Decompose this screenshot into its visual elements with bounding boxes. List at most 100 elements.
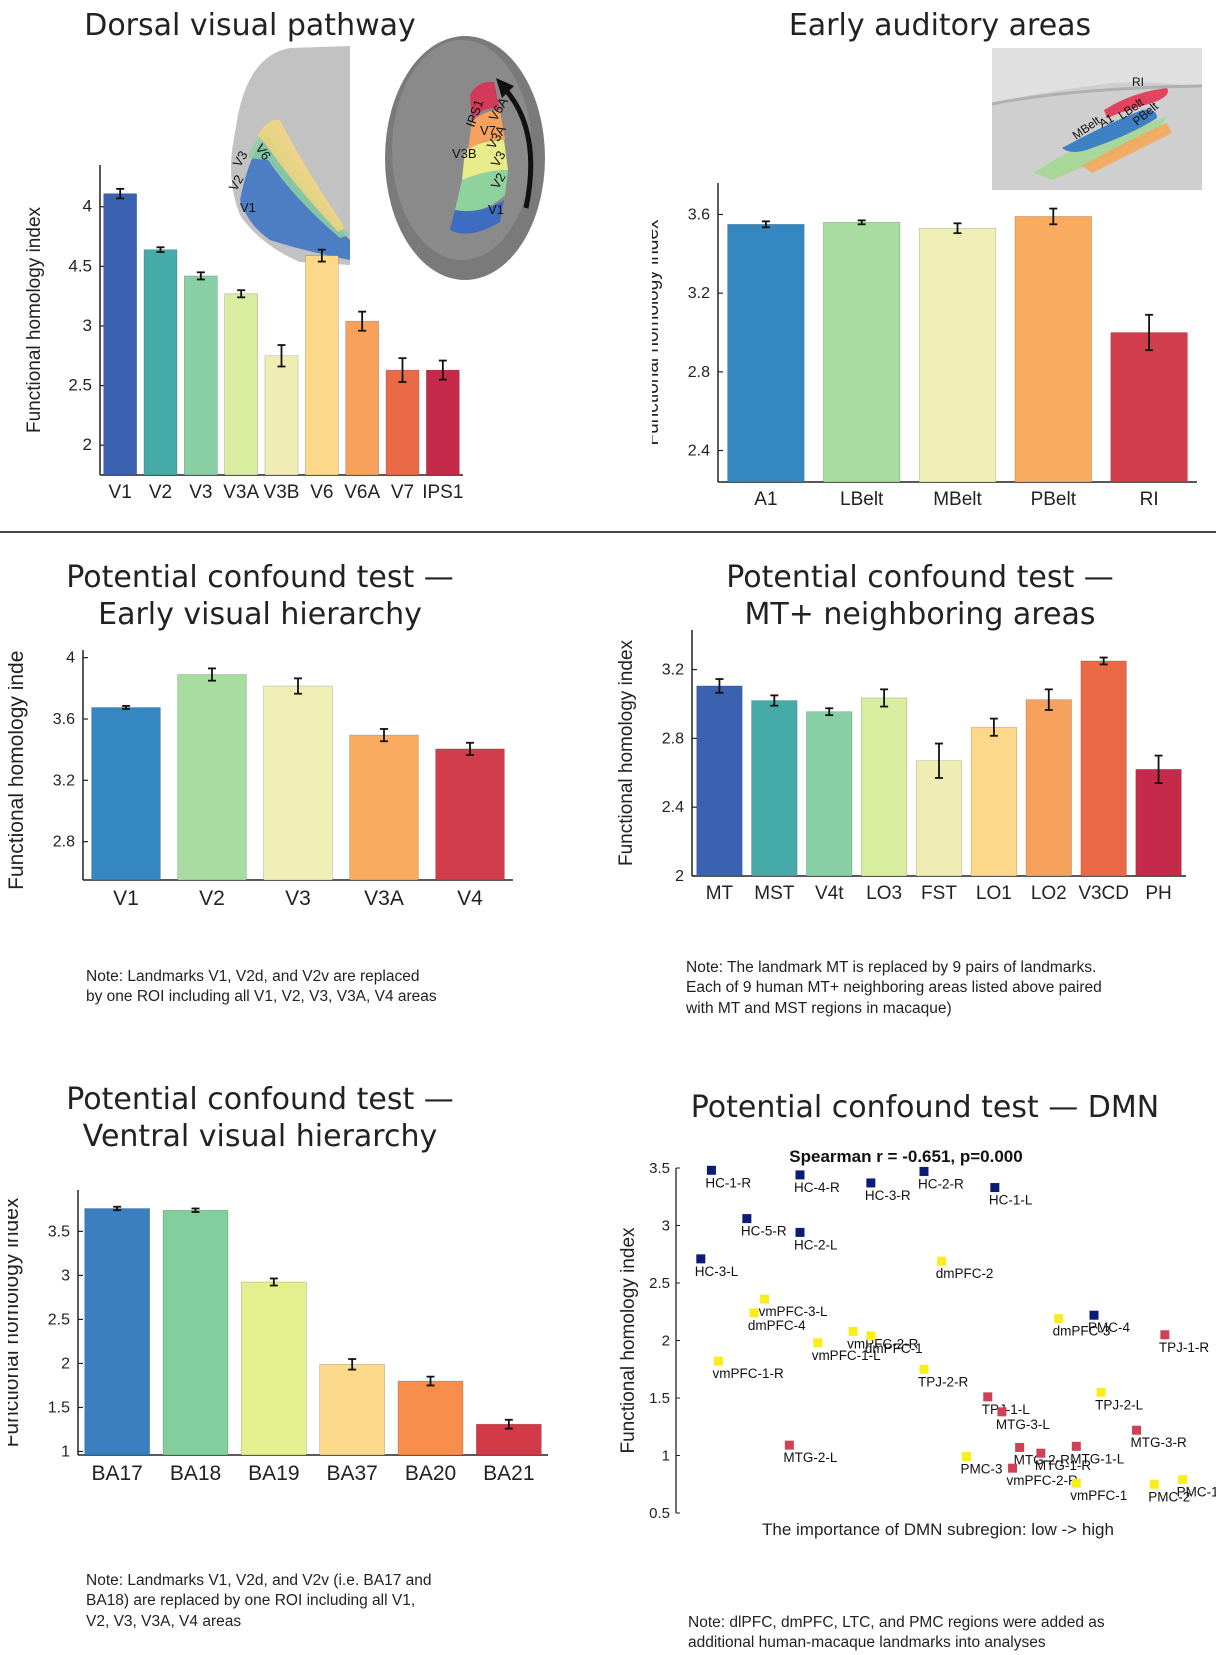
mt-title-line1: Potential confound test — [726,560,1114,595]
point-marker [1160,1330,1170,1340]
error-bar [438,359,447,381]
mt-title-line2: MT+ neighboring areas [744,597,1096,632]
point-label: MTG-2-R [1014,1452,1070,1467]
point-label: HC-4-R [794,1180,840,1195]
y-axis-label: Functional homology index [24,206,45,433]
bar-v6a [345,320,380,476]
x-tick-label: IPS1 [422,482,463,503]
point-marker [919,1364,929,1374]
y-tick-label: 0.5 [649,1505,670,1522]
y-tick-label: 4 [66,650,75,667]
scatter-point: MTG-2-L [783,1440,838,1465]
point-marker [1132,1425,1142,1435]
scatter-point: HC-3-L [695,1254,739,1279]
inset-area-label: A1 [1097,111,1117,131]
dorsal-bar-chart: 2 2.5 3 4.5 4 Functional homology index V1 V2 V3… [24,165,463,503]
error-bar [113,1205,122,1212]
bar-ba19 [241,1281,307,1456]
bar-ri [1110,332,1188,483]
scatter-point: vmPFC-1-R [713,1356,784,1381]
inset-area-label: V2 [488,170,509,191]
point-label: MTG-2-L [783,1450,837,1465]
point-label: HC-1-R [705,1175,751,1190]
scatter-point: HC-2-R [918,1166,964,1191]
bar-ips1 [425,369,460,476]
x-tick-label: BA19 [248,1462,299,1485]
scatter-point: MTG-2-R [1014,1442,1070,1467]
y-tick-label: 2 [675,868,684,885]
bar-v4t [806,711,853,877]
x-tick-label: V1 [113,887,139,910]
x-tick-label: V3A [364,887,404,910]
error-bar [1154,754,1163,785]
x-tick-label: V1 [109,482,132,503]
point-label: vmPFC-3-L [759,1304,828,1319]
y-tick-label: 3.5 [48,1223,70,1240]
error-bar [294,677,302,695]
point-label: TPJ-2-R [918,1374,969,1389]
x-tick-label: LO1 [976,883,1012,904]
point-marker [696,1254,706,1264]
note-line: V2, V3, V3A, V4 areas [86,1612,242,1630]
inset-area-label: V2 [226,172,247,193]
scatter-point: vmPFC-3-L [759,1294,828,1319]
x-tick-label: BA21 [483,1462,534,1485]
point-label: vmPFC-1 [1070,1488,1127,1503]
point-marker [866,1178,876,1188]
point-label: MTG-1-L [1070,1451,1124,1466]
x-tick-label: FST [921,883,957,904]
point-label: MTG-3-L [996,1417,1050,1432]
point-label: HC-5-R [741,1224,787,1239]
bar-ba20 [397,1380,464,1456]
x-tick-label: BA18 [170,1462,221,1485]
medial-retinotopy-blue [240,135,350,260]
x-tick-label: V2 [199,887,225,910]
auditory-bar-chart: 2.4 2.8 3.2 3.6 Functional homology index A1 L… [652,183,1197,510]
scatter-point: vmPFC-1-L [812,1338,881,1363]
error-bar [1049,207,1058,226]
error-bar [825,707,834,717]
point-marker [795,1170,805,1180]
bar-lo2 [1025,699,1072,877]
chart-subtitle: Spearman r = -0.651, p=0.000 [789,1147,1022,1166]
bar-ba17 [84,1208,150,1456]
y-tick-label: 2.5 [48,1311,70,1328]
x-tick-label: V3A [223,482,259,503]
note-line: Note: dlPFC, dmPFC, LTC, and PMC regions… [688,1614,1105,1631]
point-marker [866,1331,876,1341]
point-marker [1054,1314,1064,1324]
x-tick-label: MT [706,883,734,904]
bar-v6 [304,255,339,476]
y-tick-label: 2.4 [662,799,684,816]
point-label: HC-2-L [794,1237,838,1252]
error-bar [935,742,943,779]
dmn-scatter-chart: Spearman r = -0.651, p=0.000 0.5 1 1.5 2 2.5 3… [618,1147,1216,1539]
x-tick-label: V4 [457,887,483,910]
y-tick-label: 2.8 [53,834,75,851]
early-visual-bar-chart: 2.8 3.2 3.6 4 Functional homology index V1 V2 V… [8,650,513,910]
dorsal-stream-arrow [502,86,534,209]
point-marker [1036,1448,1046,1458]
scatter-point: dmPFC-3 [1053,1314,1110,1339]
lateral-retinotopy-red [470,81,500,122]
inset-area-label: V6 [253,141,274,163]
error-bar [348,1358,357,1371]
point-marker [742,1214,752,1224]
point-marker [760,1294,770,1304]
x-tick-label: LO2 [1031,883,1067,904]
note-line: Note: Landmarks V1, V2d, and V2v (i.e. B… [86,1572,432,1589]
scatter-point: vmPFC-2-R [1007,1463,1078,1488]
point-label: dmPFC-1 [865,1341,923,1356]
y-tick-label: 2.8 [662,730,684,747]
x-tick-label: V3CD [1078,883,1129,904]
bar-v3 [183,275,218,476]
error-bar [208,667,216,682]
x-tick-label: V6 [310,482,333,503]
error-bar [380,728,388,743]
x-tick-label: V2 [149,482,172,503]
x-tick-label: RI [1140,489,1159,510]
point-label: TPJ-2-L [1095,1397,1144,1412]
y-tick-label: 1 [662,1448,670,1465]
early-visual-title-line1: Potential confound test — [66,560,454,595]
